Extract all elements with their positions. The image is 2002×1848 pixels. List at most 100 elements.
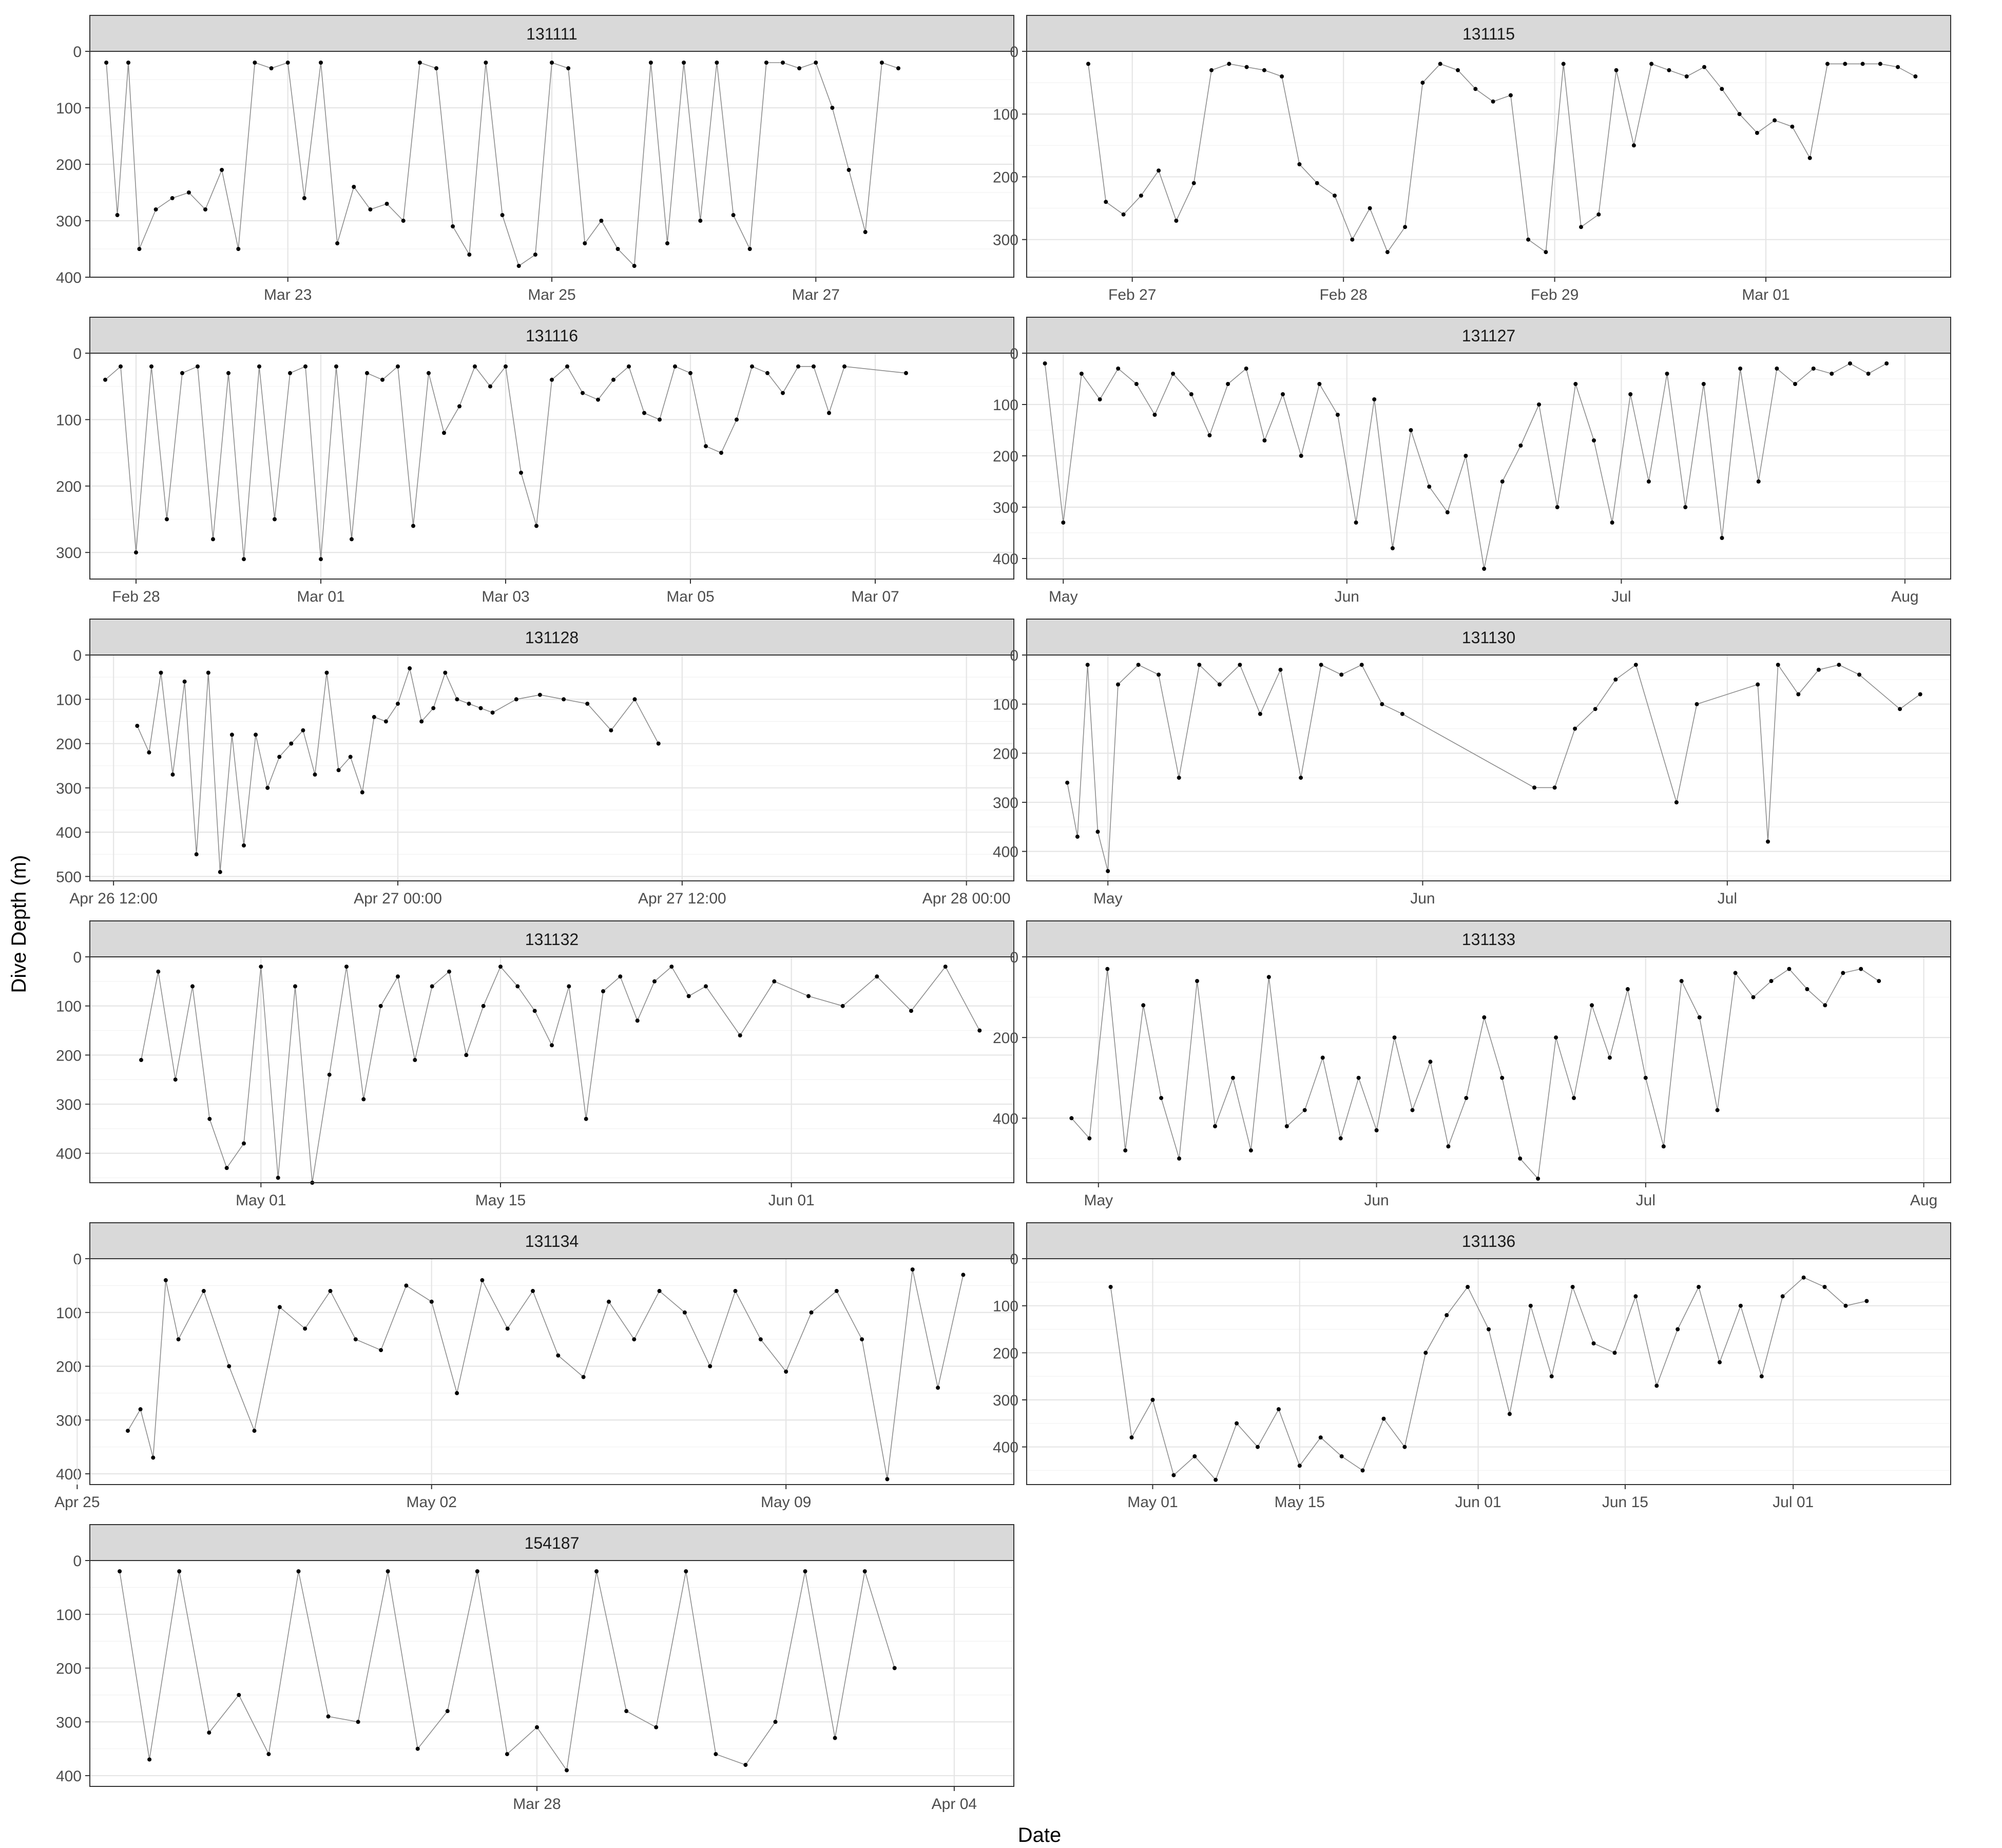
dive-point bbox=[550, 1043, 554, 1048]
x-tick-label: May 01 bbox=[1127, 1494, 1178, 1511]
dive-point bbox=[615, 247, 620, 251]
dive-point bbox=[1610, 521, 1614, 525]
dive-point bbox=[652, 979, 657, 984]
dive-point bbox=[1537, 402, 1541, 407]
dive-point bbox=[1561, 62, 1566, 66]
dive-point bbox=[1628, 392, 1633, 396]
dive-point bbox=[1065, 780, 1070, 785]
dive-point bbox=[259, 965, 263, 969]
panel-border bbox=[89, 1560, 1014, 1787]
dive-point bbox=[1214, 1477, 1218, 1482]
dive-point bbox=[515, 984, 520, 989]
dive-point bbox=[288, 371, 292, 375]
dive-point bbox=[904, 371, 908, 375]
dive-point bbox=[1402, 1445, 1407, 1449]
dive-point bbox=[1456, 68, 1460, 72]
dive-point bbox=[319, 61, 323, 65]
dive-point bbox=[1848, 361, 1852, 365]
y-tick-label: 300 bbox=[56, 545, 82, 562]
dive-point bbox=[1339, 1454, 1344, 1458]
dive-point bbox=[1702, 65, 1706, 69]
dive-series-line bbox=[105, 365, 907, 560]
dive-point bbox=[1592, 438, 1596, 442]
dive-point bbox=[1766, 839, 1770, 844]
dive-point bbox=[1607, 1055, 1612, 1060]
x-tick-label: Mar 01 bbox=[297, 588, 344, 605]
y-tick-label: 400 bbox=[56, 1768, 82, 1785]
dive-point bbox=[806, 994, 811, 998]
dive-point bbox=[1554, 1035, 1558, 1040]
dive-point bbox=[1913, 74, 1918, 79]
y-tick-label: 200 bbox=[993, 1030, 1018, 1047]
dive-point bbox=[1381, 1416, 1386, 1421]
x-tick-label: Mar 27 bbox=[792, 286, 840, 303]
dive-point bbox=[173, 1077, 178, 1082]
x-tick-label: Mar 01 bbox=[1742, 286, 1789, 303]
dive-point bbox=[698, 219, 703, 223]
y-tick-label: 400 bbox=[993, 1110, 1018, 1127]
dive-point bbox=[1248, 1148, 1253, 1153]
dive-point bbox=[1374, 1128, 1379, 1132]
panel-strip bbox=[89, 317, 1014, 354]
dive-point bbox=[1095, 830, 1100, 834]
dive-point bbox=[237, 1692, 241, 1697]
dive-point bbox=[719, 451, 723, 455]
dive-point bbox=[1737, 112, 1742, 117]
dive-point bbox=[566, 66, 571, 70]
dive-point bbox=[704, 444, 708, 449]
dive-point bbox=[254, 733, 258, 737]
dive-point bbox=[303, 364, 307, 369]
dive-point bbox=[797, 66, 802, 70]
y-tick-label: 0 bbox=[73, 345, 82, 362]
dive-point bbox=[1646, 479, 1651, 484]
dive-point bbox=[1129, 1435, 1134, 1440]
dive-point bbox=[1612, 1351, 1617, 1355]
dive-point bbox=[1482, 567, 1487, 571]
dive-point bbox=[682, 61, 686, 65]
dive-point bbox=[170, 772, 175, 777]
y-axis-title: Dive Depth (m) bbox=[8, 855, 30, 993]
dive-point bbox=[227, 1364, 232, 1369]
dive-point bbox=[419, 719, 424, 724]
y-tick-label: 0 bbox=[1010, 949, 1018, 966]
dive-point bbox=[842, 364, 846, 369]
dive-point bbox=[488, 384, 492, 389]
panel-131133: 131133 0 200 400 May Jun Jul Aug bbox=[993, 920, 1951, 1209]
panel-strip bbox=[1026, 317, 1951, 354]
dive-point bbox=[1356, 1075, 1361, 1080]
dive-point bbox=[784, 1370, 788, 1374]
dive-point bbox=[863, 230, 868, 234]
dive-point bbox=[519, 470, 523, 475]
dive-point bbox=[417, 61, 422, 65]
dive-point bbox=[1446, 1144, 1451, 1149]
panel-border bbox=[1026, 51, 1951, 278]
y-tick-label: 100 bbox=[56, 412, 82, 429]
plot-background bbox=[1027, 957, 1951, 1183]
dive-point bbox=[1299, 454, 1303, 458]
dive-point bbox=[1350, 237, 1355, 242]
dive-point bbox=[1591, 1341, 1596, 1345]
dive-point bbox=[285, 61, 290, 65]
dive-point bbox=[1338, 1136, 1343, 1141]
dive-point bbox=[961, 1273, 966, 1277]
dive-point bbox=[1380, 702, 1384, 706]
dive-point bbox=[242, 557, 246, 562]
dive-point bbox=[500, 213, 505, 217]
dive-point bbox=[277, 755, 282, 759]
dive-point bbox=[319, 557, 323, 562]
dive-point bbox=[1756, 682, 1760, 687]
dive-point bbox=[656, 741, 661, 746]
dive-point bbox=[1697, 1015, 1702, 1019]
dive-point bbox=[1811, 367, 1816, 371]
y-tick-label: 300 bbox=[56, 1096, 82, 1113]
dive-point bbox=[265, 785, 270, 790]
dive-point bbox=[147, 750, 151, 755]
dive-point bbox=[673, 364, 677, 369]
dive-point bbox=[516, 264, 521, 268]
dive-point bbox=[1157, 672, 1161, 677]
dive-point bbox=[328, 1288, 333, 1293]
dive-point bbox=[378, 1004, 383, 1008]
dive-point bbox=[336, 768, 341, 773]
y-tick-label: 0 bbox=[1010, 345, 1018, 362]
dive-point bbox=[1266, 975, 1271, 979]
